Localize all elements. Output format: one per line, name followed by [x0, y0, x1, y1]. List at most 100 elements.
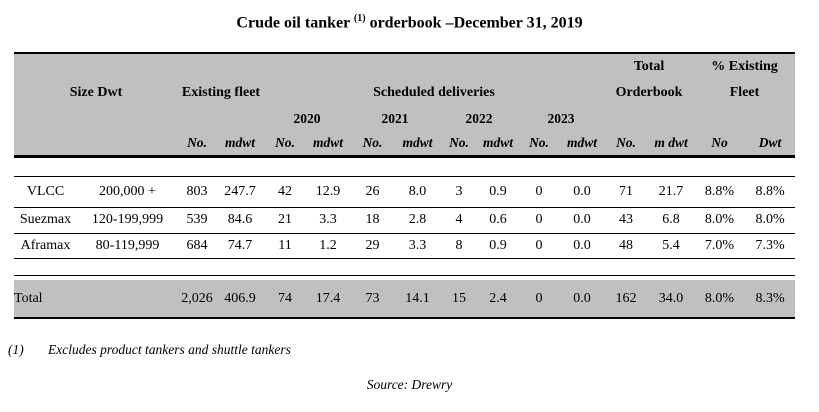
subheader-2020-no: No. — [275, 135, 295, 151]
header-spacer — [14, 106, 264, 131]
value-cell: 26 — [365, 183, 380, 199]
value-cell: 48 — [619, 237, 633, 253]
size-cell: Suezmax — [19, 212, 72, 228]
footnote: (1) Excludes product tankers and shuttle… — [8, 342, 819, 358]
orderbook-table: Total % Existing Size Dwt Existing fleet… — [14, 52, 796, 319]
header-row-subheaders: No. mdwt No. mdwt No. mdwt No. mdwt No. … — [14, 131, 796, 157]
value-cell: 3 — [455, 183, 463, 199]
dwt-range-cell: 120-199,999 — [91, 212, 164, 228]
dwt-range-cell: 80-119,999 — [95, 237, 160, 253]
value-cell: 0 — [535, 237, 543, 253]
table-row-suezmax: Suezmax 120-199,999 539 84.6 21 3.3 18 2… — [14, 207, 796, 234]
total-value-cell: 14.1 — [405, 290, 430, 306]
value-cell: 1.2 — [319, 237, 337, 253]
header-row-2: Size Dwt Existing fleet Scheduled delive… — [14, 80, 796, 107]
size-cell: VLCC — [26, 183, 65, 199]
header-spacer — [604, 106, 795, 131]
value-cell: 74.7 — [227, 237, 253, 253]
dwt-range-cell: 200,000 + — [99, 183, 156, 199]
total-value-cell: 34.0 — [658, 290, 684, 306]
table-row-total: Total 2,026 406.9 74 17.4 73 14.1 15 2.4… — [14, 280, 796, 319]
value-cell: 803 — [186, 183, 208, 199]
footnote-text: Excludes product tankers and shuttle tan… — [48, 342, 291, 358]
value-cell: 0.9 — [489, 183, 507, 199]
value-cell: 0.0 — [573, 212, 591, 228]
subheader-2021-mdwt: mdwt — [402, 135, 433, 151]
total-value-cell: 2.4 — [489, 290, 507, 306]
value-cell: 8.8% — [755, 183, 785, 199]
size-cell: Aframax — [20, 237, 71, 253]
value-cell: 18 — [365, 212, 380, 228]
source-attribution: Source: Drewry — [366, 377, 453, 393]
header-year-2023: 2023 — [547, 110, 575, 126]
header-spacer — [14, 131, 178, 156]
table-row-aframax: Aframax 80-119,999 684 74.7 11 1.2 29 3.… — [14, 233, 796, 259]
value-cell: 3.3 — [408, 237, 427, 253]
header-total-orderbook-line2: Orderbook — [615, 85, 683, 101]
subheader-orderbook-no: No. — [616, 135, 636, 151]
value-cell: 8 — [455, 237, 463, 253]
header-total-orderbook-line1: Total — [633, 59, 665, 75]
header-year-2020: 2020 — [293, 110, 321, 126]
total-value-cell: 74 — [278, 290, 292, 306]
value-cell: 84.6 — [227, 212, 253, 228]
value-cell: 21.7 — [658, 183, 684, 199]
total-value-cell: 162 — [615, 290, 637, 306]
value-cell: 21 — [278, 212, 292, 228]
spacer-row — [14, 258, 796, 276]
value-cell: 29 — [365, 237, 380, 253]
subheader-orderbook-mdwt: m dwt — [654, 135, 688, 151]
header-year-2022: 2022 — [465, 110, 493, 126]
header-row-1: Total % Existing — [14, 53, 796, 81]
value-cell: 539 — [186, 212, 208, 228]
table-header: Total % Existing Size Dwt Existing fleet… — [14, 53, 796, 157]
value-cell: 42 — [278, 183, 292, 199]
spacer-row — [14, 156, 796, 177]
header-pct-existing-line2: Fleet — [729, 85, 760, 101]
header-pct-existing-line1: % Existing — [711, 59, 778, 75]
title-text-before: Crude oil tanker — [236, 14, 354, 32]
subheader-2020-mdwt: mdwt — [312, 135, 343, 151]
value-cell: 43 — [619, 212, 633, 228]
value-cell: 0 — [535, 212, 543, 228]
value-cell: 247.7 — [224, 183, 256, 199]
subheader-pct-no: No — [711, 135, 728, 151]
header-spacer — [14, 53, 604, 80]
value-cell: 2.8 — [408, 212, 427, 228]
table-body: VLCC 200,000 + 803 247.7 42 12.9 26 8.0 … — [14, 156, 796, 319]
header-existing-fleet: Existing fleet — [181, 85, 261, 101]
value-cell: 0.6 — [489, 212, 507, 228]
total-value-cell: 15 — [452, 290, 466, 306]
value-cell: 8.8% — [704, 183, 735, 199]
header-year-2021: 2021 — [381, 110, 409, 126]
value-cell: 8.0% — [755, 212, 785, 228]
total-value-cell: 2,026 — [181, 290, 213, 306]
value-cell: 3.3 — [319, 212, 337, 228]
value-cell: 6.8 — [662, 212, 680, 228]
value-cell: 71 — [619, 183, 633, 199]
subheader-pct-dwt: Dwt — [758, 135, 782, 151]
footnote-marker: (1) — [8, 342, 24, 358]
value-cell: 11 — [278, 237, 292, 253]
header-row-years: 2020 2021 2022 2023 — [14, 106, 796, 132]
table-row-vlcc: VLCC 200,000 + 803 247.7 42 12.9 26 8.0 … — [14, 176, 796, 208]
total-value-cell: 406.9 — [224, 290, 256, 306]
header-size-dwt: Size Dwt — [69, 85, 123, 101]
value-cell: 7.0% — [704, 237, 735, 253]
total-label-cell: Total — [14, 290, 43, 306]
subheader-existing-mdwt: mdwt — [224, 135, 255, 151]
value-cell: 8.0 — [408, 183, 427, 199]
value-cell: 684 — [186, 237, 208, 253]
value-cell: 7.3% — [755, 237, 785, 253]
total-value-cell: 8.3% — [755, 290, 785, 306]
subheader-2022-no: No. — [449, 135, 469, 151]
total-value-cell: 73 — [365, 290, 380, 306]
page-title: Crude oil tanker (1) orderbook –December… — [0, 9, 819, 33]
title-text-after: orderbook –December 31, 2019 — [365, 14, 583, 32]
total-value-cell: 8.0% — [704, 290, 735, 306]
value-cell: 0.9 — [489, 237, 507, 253]
value-cell: 12.9 — [315, 183, 341, 199]
total-value-cell: 17.4 — [315, 290, 341, 306]
value-cell: 0.0 — [573, 237, 591, 253]
header-scheduled-deliveries: Scheduled deliveries — [373, 85, 495, 101]
